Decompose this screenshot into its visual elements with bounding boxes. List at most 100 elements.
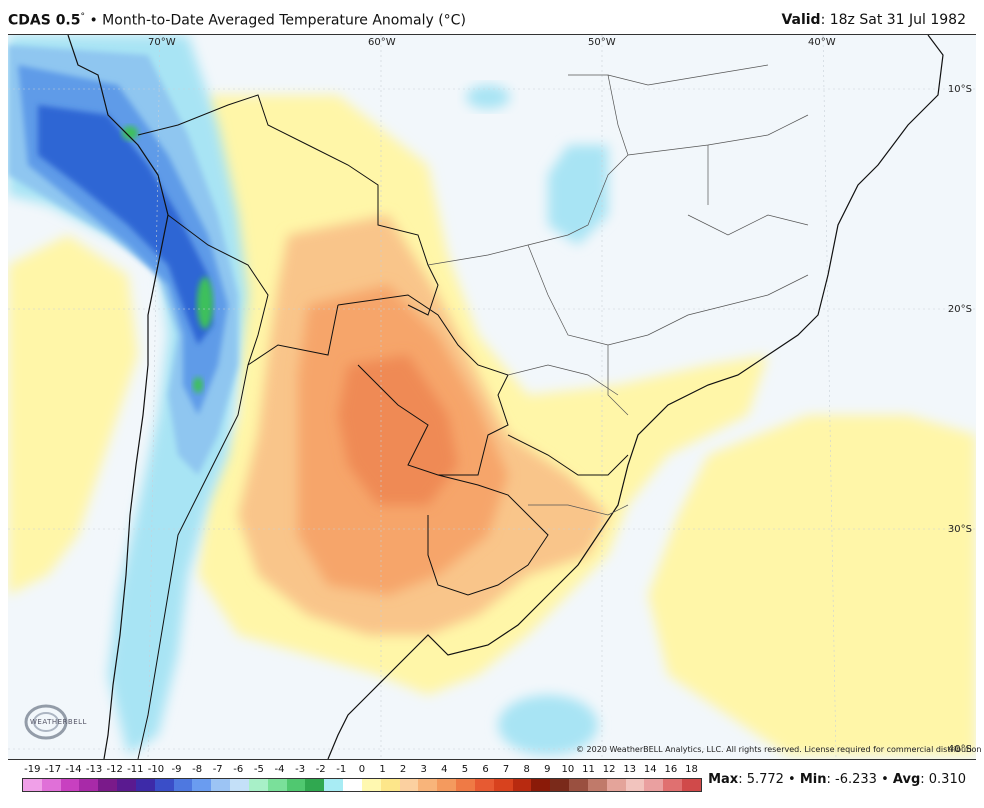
- colorbar-swatch: [493, 779, 513, 791]
- colorbar-swatch: [456, 779, 475, 791]
- cyan-south-patch: [498, 695, 598, 755]
- avg-value: : 0.310: [920, 772, 966, 787]
- min-value: : -6.233: [826, 772, 877, 787]
- map-title: CDAS 0.5° • Month-to-Date Averaged Tempe…: [8, 12, 466, 29]
- lon-label-70w: 70°W: [148, 37, 176, 48]
- title-text: Month-to-Date Averaged Temperature Anoma…: [102, 12, 444, 29]
- legend-tick-label: 14: [643, 764, 657, 775]
- anomaly-fill: [8, 35, 976, 755]
- lat-label-30s: 30°S: [947, 524, 972, 535]
- colorbar-swatch: [663, 779, 682, 791]
- title-unit: °C: [443, 12, 461, 29]
- weatherbell-logo-icon: [24, 704, 68, 740]
- lon-label-60w: 60°W: [368, 37, 396, 48]
- colorbar-swatch: [644, 779, 664, 791]
- south-america-coastline: [67, 35, 944, 759]
- legend-tick-label: -5: [253, 764, 264, 775]
- stats-sep-1: •: [783, 772, 800, 787]
- colorbar-swatch: [211, 779, 231, 791]
- map-canvas: [8, 35, 976, 759]
- colorbar-swatch: [625, 779, 645, 791]
- legend-tick-label: 1: [379, 764, 386, 775]
- colorbar-swatch: [361, 779, 381, 791]
- legend-tick-label: -3: [295, 764, 306, 775]
- colorbar-swatch: [41, 779, 61, 791]
- legend-tick-label: -8: [192, 764, 203, 775]
- colorbar-swatch: [267, 779, 287, 791]
- colorbar-swatch: [60, 779, 80, 791]
- legend-tick-label: 9: [544, 764, 551, 775]
- colorbar-swatch: [98, 779, 118, 791]
- copyright-notice: © 2020 WeatherBELL Analytics, LLC. All r…: [576, 745, 982, 754]
- max-label: Max: [708, 772, 739, 787]
- colorbar-swatch: [512, 779, 532, 791]
- lon-label-50w: 50°W: [588, 37, 616, 48]
- colorbar-swatch: [192, 779, 212, 791]
- model-name: CDAS 0.5: [8, 12, 81, 29]
- legend-tick-label: -11: [127, 764, 144, 775]
- colorbar-swatch: [248, 779, 268, 791]
- legend-tick-label: 3: [420, 764, 427, 775]
- colorbar-swatch: [399, 779, 419, 791]
- map-header: CDAS 0.5° • Month-to-Date Averaged Tempe…: [0, 0, 984, 34]
- legend-tick-label: -19: [24, 764, 41, 775]
- graticule: [8, 35, 976, 759]
- colorbar-swatch: [23, 779, 42, 791]
- green-cold-core: [197, 277, 213, 329]
- legend-tick-label: 10: [561, 764, 575, 775]
- legend-tick-label: 18: [685, 764, 698, 775]
- pacific-yellow-region: [8, 235, 138, 595]
- colorbar-swatch: [343, 779, 362, 791]
- legend-tick-label: 12: [602, 764, 616, 775]
- state-borders: [427, 64, 809, 516]
- legend-tick-label: -14: [65, 764, 82, 775]
- degree-mark: °: [80, 12, 86, 22]
- legend-tick-label: -4: [274, 764, 285, 775]
- legend-tick-label: -10: [147, 764, 165, 775]
- title-close: ): [460, 12, 466, 29]
- colorbar-swatch: [135, 779, 155, 791]
- legend-tick-label: 2: [399, 764, 407, 775]
- avg-label: Avg: [892, 772, 921, 787]
- green-cold-spot-south: [193, 377, 203, 393]
- colorbar-swatch: [531, 779, 551, 791]
- colorbar-swatch: [154, 779, 174, 791]
- lat-label-20s: 20°S: [947, 304, 972, 315]
- legend-tick-label: 4: [441, 764, 448, 775]
- stats-sep-2: •: [876, 772, 893, 787]
- colorbar-swatch: [418, 779, 438, 791]
- legend-tick-label: -9: [171, 764, 182, 775]
- country-borders: [137, 94, 629, 759]
- legend-tick-label: -7: [212, 764, 223, 775]
- logo-text: WEATHERBELL: [30, 718, 87, 726]
- cyan-north-patch: [466, 85, 510, 109]
- colorbar-swatch: [606, 779, 626, 791]
- colorbar-swatch: [324, 779, 344, 791]
- max-value: : 5.772: [738, 772, 784, 787]
- legend-tick-label: -12: [106, 764, 123, 775]
- legend-tick-label: 11: [582, 764, 595, 775]
- colorbar-swatch: [681, 779, 701, 791]
- colorbar-swatch: [569, 779, 588, 791]
- colorbar-swatch: [587, 779, 607, 791]
- legend-tick-label: 5: [461, 764, 469, 775]
- colorbar-swatch: [305, 779, 325, 791]
- legend-tick-label: 16: [664, 764, 678, 775]
- colorbar-swatch: [173, 779, 193, 791]
- legend-tick-label: 6: [482, 764, 489, 775]
- legend-tick-label: -6: [233, 764, 244, 775]
- colorbar-swatch: [437, 779, 457, 791]
- lat-label-40s: 40°S: [947, 744, 972, 755]
- legend-colorbar: [22, 778, 702, 792]
- legend-tick-label: 8: [523, 764, 530, 775]
- dark-orange-core: [338, 355, 458, 505]
- colorbar-swatch: [79, 779, 99, 791]
- legend-tick-label: -17: [44, 764, 62, 775]
- cyan-brazil-patch: [548, 145, 608, 245]
- valid-label: Valid: [781, 12, 821, 28]
- legend-tick-label: 0: [358, 764, 366, 775]
- colorbar-swatch: [117, 779, 136, 791]
- colorbar-swatch: [474, 779, 494, 791]
- colorbar-swatch: [230, 779, 249, 791]
- lon-label-40w: 40°W: [808, 37, 836, 48]
